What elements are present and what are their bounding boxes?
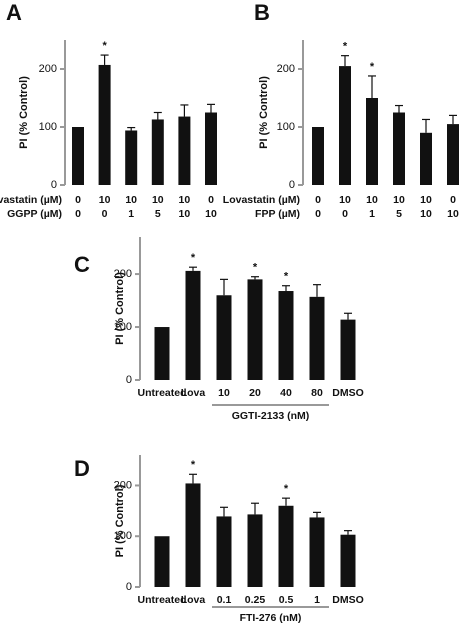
row-label: GGPP (µM) [7,208,62,220]
bar [185,483,201,587]
y-tick-label: 200 [114,479,132,491]
y-tick-label: 100 [39,121,57,133]
x-tick-label: 10 [447,208,459,220]
x-tick-label: 10 [420,208,432,220]
x-tick-label: Untreated [137,387,186,399]
significance: * [191,252,196,264]
x-tick-label: 0 [315,194,321,206]
bar [154,327,170,380]
x-tick-label: 0 [102,208,108,220]
bar [72,127,84,185]
x-tick-label: 0.25 [245,594,266,606]
panel-label: D [74,456,90,481]
x-tick-label: 1 [128,208,134,220]
significance: * [284,271,289,283]
y-tick-label: 0 [51,179,57,191]
bar [247,279,263,380]
y-axis-label: PI (% Control) [114,272,126,345]
x-tick-label: Lova [181,594,206,606]
y-tick-label: 200 [114,268,132,280]
y-tick-label: 0 [126,581,132,593]
x-tick-label: 1 [314,594,320,606]
y-tick-label: 100 [114,530,132,542]
y-tick-label: 200 [277,63,295,75]
y-axis-label: PI (% Control) [258,76,270,149]
bar [98,64,111,185]
y-tick-label: 200 [39,63,57,75]
x-tick-label: 10 [179,208,191,220]
x-tick-label: Lova [181,387,206,399]
bar [312,127,324,185]
bar [339,66,351,185]
y-tick-label: 100 [114,321,132,333]
bar [216,516,232,587]
row-label: Lovastatin (µM) [0,194,62,206]
x-tick-label: 10 [205,208,217,220]
bar [366,98,378,185]
row-label: Lovastatin (µM) [223,194,300,206]
bar [178,116,191,185]
bar [447,124,459,185]
bar [151,119,164,185]
panel-label: A [6,0,22,25]
x-tick-label: 0.5 [279,594,294,606]
x-tick-label: 20 [249,387,261,399]
x-tick-label: 0.1 [217,594,232,606]
x-tick-label: 5 [155,208,161,220]
x-tick-label: 10 [420,194,432,206]
x-tick-label: 80 [311,387,323,399]
x-tick-label: 0 [315,208,321,220]
x-tick-label: DMSO [332,594,364,606]
bar [247,514,263,587]
x-tick-label: 10 [393,194,405,206]
bar [205,112,217,185]
significance: * [191,459,196,471]
x-tick-label: 10 [125,194,137,206]
panel-label: B [254,0,270,25]
group-label: GGTI-2133 (nM) [232,410,310,422]
panel-label: C [74,252,90,277]
bar [309,517,325,587]
bar [340,319,356,380]
x-tick-label: 0 [450,194,456,206]
y-tick-label: 100 [277,121,295,133]
bar [125,130,138,185]
y-axis-label: PI (% Control) [18,76,30,149]
significance: * [343,41,348,53]
bar [309,296,325,380]
y-tick-label: 0 [289,179,295,191]
x-tick-label: 10 [366,194,378,206]
bar [278,505,294,587]
bar [154,536,170,587]
x-tick-label: 10 [339,194,351,206]
x-tick-label: 1 [369,208,375,220]
bar [216,295,232,380]
significance: * [284,483,289,495]
bar [278,291,294,380]
significance: * [370,61,375,73]
significance: * [102,40,107,52]
x-tick-label: 10 [99,194,111,206]
y-axis-label: PI (% Control) [114,484,126,557]
x-tick-label: 0 [208,194,214,206]
group-label: FTI-276 (nM) [240,612,302,623]
significance: * [253,262,258,274]
x-tick-label: 0 [342,208,348,220]
x-tick-label: 5 [396,208,402,220]
x-tick-label: 0 [75,194,81,206]
bar [340,534,356,587]
x-tick-label: 10 [218,387,230,399]
bar [185,270,201,380]
bar [420,132,432,185]
bar [393,112,405,185]
x-tick-label: DMSO [332,387,364,399]
x-tick-label: 10 [179,194,191,206]
x-tick-label: Untreated [137,594,186,606]
row-label: FPP (µM) [255,208,300,220]
x-tick-label: 40 [280,387,292,399]
y-tick-label: 0 [126,374,132,386]
x-tick-label: 10 [152,194,164,206]
x-tick-label: 0 [75,208,81,220]
